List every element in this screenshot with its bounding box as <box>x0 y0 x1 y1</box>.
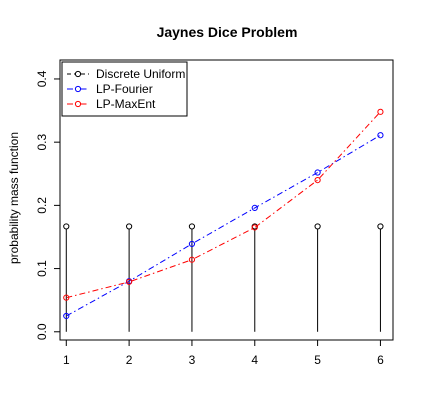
x-tick-label: 4 <box>251 353 258 367</box>
legend-marker <box>74 85 82 93</box>
y-tick-label: 0.0 <box>35 323 49 340</box>
series-point-1 <box>314 169 321 176</box>
plot-frame <box>59 59 394 341</box>
series-point-1 <box>188 240 196 248</box>
x-tick-label: 5 <box>314 353 321 367</box>
series-point-2 <box>377 108 384 115</box>
legend-marker <box>74 70 82 78</box>
uniform-point <box>63 223 70 230</box>
x-tick-label: 2 <box>126 353 133 367</box>
series-point-2 <box>63 294 70 301</box>
y-tick-label: 0.1 <box>35 260 49 277</box>
y-tick-label: 0.2 <box>35 197 49 214</box>
uniform-point <box>188 223 196 230</box>
series-line-1 <box>66 134 381 317</box>
uniform-point <box>314 223 321 230</box>
x-tick-label: 3 <box>189 353 196 367</box>
x-tick-label: 1 <box>63 353 70 367</box>
series-point-2 <box>126 278 133 285</box>
series-point-1 <box>377 132 384 139</box>
series-point-2 <box>314 176 321 184</box>
legend-label: Discrete Uniform <box>96 67 185 81</box>
series-point-2 <box>188 256 196 263</box>
legend-marker <box>74 100 82 108</box>
y-axis-label: probability mass function <box>7 132 21 264</box>
uniform-point <box>126 223 133 230</box>
uniform-point <box>377 223 384 230</box>
chart-title: Jaynes Dice Problem <box>157 24 298 40</box>
legend-label: LP-MaxEnt <box>96 97 156 111</box>
series-point-2 <box>251 224 258 231</box>
series-point-1 <box>63 312 70 320</box>
x-tick-label: 6 <box>377 353 384 367</box>
plot-area: 1 2 3 4 5 60.00.10.20.30.4 Discrete UniformLP-… <box>35 59 394 367</box>
y-tick-label: 0.3 <box>35 134 49 151</box>
y-tick-label: 0.4 <box>35 70 49 87</box>
legend-box <box>61 61 188 117</box>
series-point-1 <box>251 204 258 212</box>
legend-label: LP-Fourier <box>96 82 153 96</box>
series-line-2 <box>66 111 381 299</box>
